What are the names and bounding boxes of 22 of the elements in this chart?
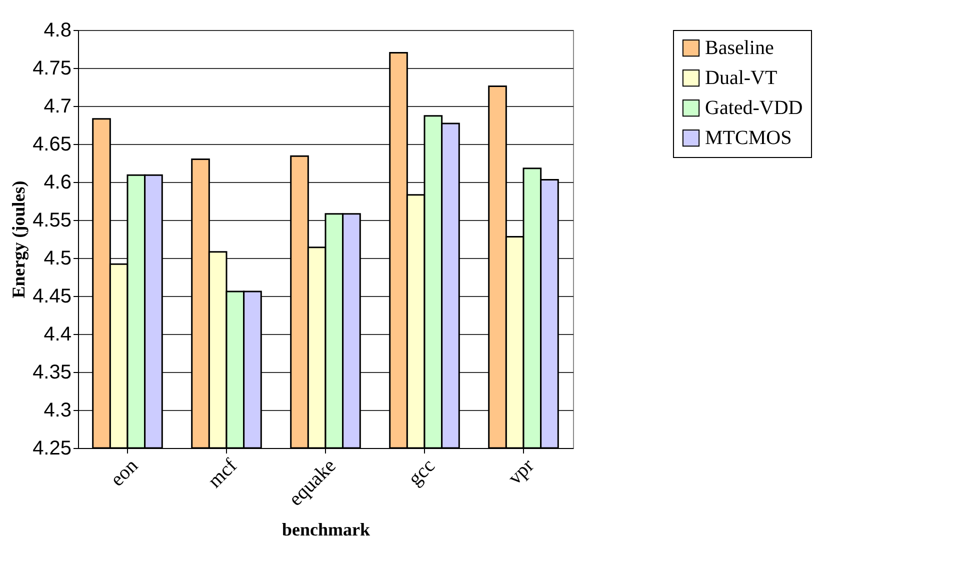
y-tick-label: 4.35 bbox=[32, 362, 72, 384]
legend-label: Dual-VT bbox=[705, 67, 778, 89]
y-tick-label: 4.65 bbox=[32, 134, 72, 156]
y-tick-label: 4.4 bbox=[44, 324, 72, 346]
legend-label: MTCMOS bbox=[705, 127, 792, 149]
y-tick-label: 4.75 bbox=[32, 58, 72, 80]
y-tick-label: 4.7 bbox=[44, 96, 72, 118]
y-tick-label: 4.3 bbox=[44, 400, 72, 422]
y-tick-label: 4.6 bbox=[44, 172, 72, 194]
y-tick-label: 4.55 bbox=[32, 210, 72, 232]
x-axis-title: benchmark bbox=[282, 520, 370, 540]
legend-label: Gated-VDD bbox=[705, 97, 803, 119]
y-tick-label: 4.25 bbox=[32, 438, 72, 460]
y-tick-label: 4.5 bbox=[44, 248, 72, 270]
x-tick-label: vpr bbox=[504, 454, 539, 490]
y-tick-label: 4.8 bbox=[44, 20, 72, 42]
x-tick-label: eon bbox=[106, 454, 142, 491]
y-tick-label: 4.45 bbox=[32, 286, 72, 308]
legend-label: Baseline bbox=[705, 37, 774, 59]
x-tick-label: mcf bbox=[204, 454, 242, 492]
y-axis-title: Energy (joules) bbox=[8, 180, 29, 298]
x-tick-label: gcc bbox=[404, 454, 440, 490]
